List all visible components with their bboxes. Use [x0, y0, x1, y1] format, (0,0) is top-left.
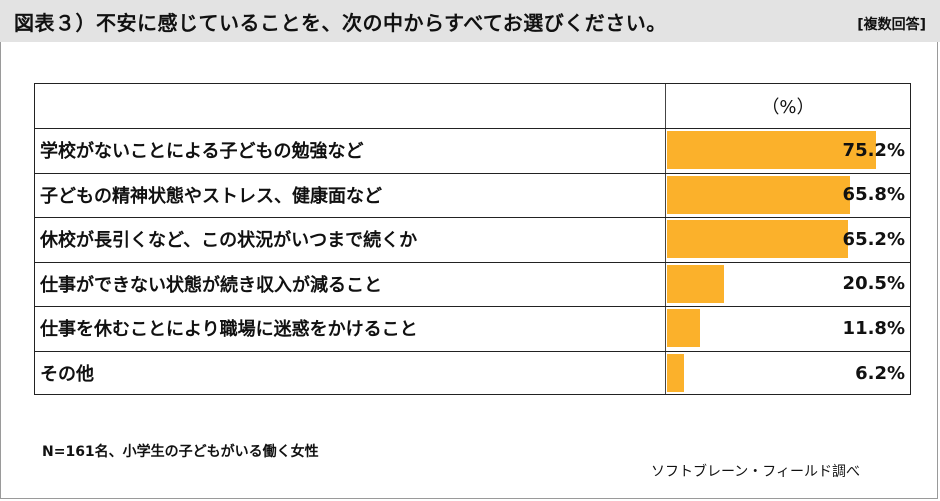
chart-title: 図表３）不安に感じていることを、次の中からすべてお選びください。: [14, 11, 667, 35]
row-divider: [35, 261, 910, 263]
row-divider: [35, 351, 910, 352]
multiple-answer-note: [複数回答]: [857, 17, 926, 33]
value-label: 65.8%: [842, 184, 905, 206]
bar: [667, 354, 685, 392]
source-note: ソフトブレーン・フィールド調べ: [651, 464, 861, 480]
category-label: 仕事を休むことにより職場に迷惑をかけること: [40, 319, 418, 341]
row-divider: [35, 128, 910, 129]
value-label: 75.2%: [842, 139, 905, 161]
row-divider: [35, 306, 910, 308]
bar: [667, 264, 724, 303]
value-label: 65.2%: [842, 228, 905, 250]
title-bar: 図表３）不安に感じていることを、次の中からすべてお選びください。 [複数回答]: [0, 0, 940, 42]
category-label: その他: [40, 364, 94, 385]
value-label: 20.5%: [842, 273, 905, 295]
row-divider: [35, 172, 910, 174]
category-label: 仕事ができない状態が続き収入が減ること: [40, 274, 382, 296]
column-divider: [665, 84, 666, 394]
value-label: 6.2%: [855, 362, 905, 384]
bar: [667, 131, 877, 169]
bar: [667, 220, 849, 259]
category-label: 子どもの精神状態やストレス、健康面など: [40, 185, 382, 207]
category-label: 休校が長引くなど、この状況がいつまで続くか: [40, 230, 418, 252]
value-label: 11.8%: [842, 317, 905, 339]
unit-label: （%）: [761, 97, 815, 118]
chart-table: （%） 学校がないことによる子どもの勉強など 75.2% 子どもの精神状態やストレス…: [34, 83, 911, 395]
bar: [667, 175, 850, 214]
sample-footnote: N=161名、小学生の子どもがいる働く女性: [42, 444, 319, 460]
category-label: 学校がないことによる子どもの勉強など: [40, 141, 364, 162]
bar: [667, 309, 700, 348]
row-divider: [35, 217, 910, 219]
